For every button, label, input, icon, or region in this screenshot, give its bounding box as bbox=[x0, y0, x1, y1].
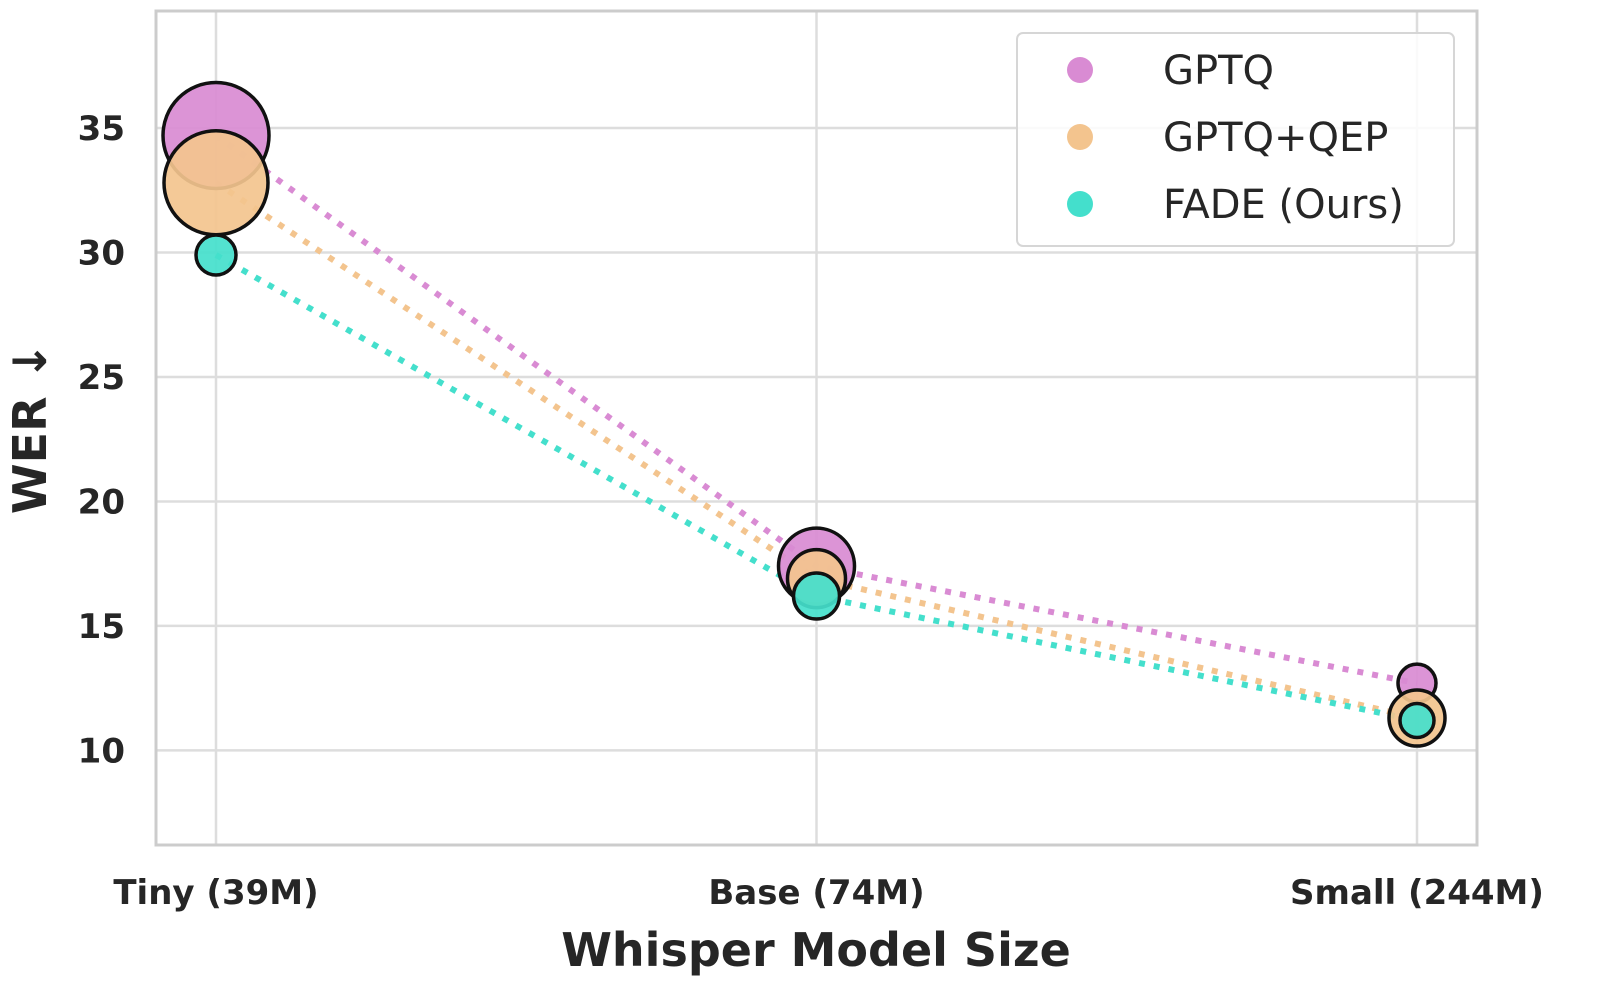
y-tick-label: 20 bbox=[78, 482, 125, 522]
data-point bbox=[1398, 701, 1436, 740]
x-tick-label: Base (74M) bbox=[708, 873, 924, 913]
y-tick-label: 10 bbox=[78, 731, 125, 771]
legend-label: GPTQ bbox=[1163, 48, 1274, 94]
legend-label: FADE (Ours) bbox=[1163, 182, 1404, 228]
legend-marker bbox=[1067, 57, 1093, 83]
y-tick-label: 15 bbox=[78, 607, 125, 647]
x-tick-label: Small (244M) bbox=[1290, 873, 1544, 913]
legend-label: GPTQ+QEP bbox=[1163, 115, 1388, 161]
y-axis-label: WER ↓ bbox=[3, 342, 57, 514]
y-tick-label: 35 bbox=[78, 109, 125, 149]
legend-marker bbox=[1067, 191, 1093, 217]
legend-box bbox=[1016, 32, 1455, 247]
data-point bbox=[162, 129, 270, 237]
plot-frame bbox=[154, 9, 1479, 847]
series-line-1 bbox=[214, 180, 1418, 721]
legend-marker bbox=[1067, 124, 1093, 150]
legend: GPTQ GPTQ+QEP FADE (Ours) bbox=[1016, 32, 1455, 247]
data-point bbox=[791, 571, 842, 621]
y-ticks: 10 15 20 25 30 35 bbox=[78, 109, 125, 771]
x-ticks: Tiny (39M) Base (74M) Small (244M) bbox=[113, 873, 1544, 913]
x-axis-label: Whisper Model Size bbox=[561, 923, 1071, 977]
data-point bbox=[194, 233, 238, 277]
y-tick-label: 30 bbox=[78, 233, 125, 273]
x-tick-label: Tiny (39M) bbox=[113, 873, 318, 913]
data-points bbox=[161, 80, 1447, 748]
y-tick-label: 25 bbox=[78, 358, 125, 398]
